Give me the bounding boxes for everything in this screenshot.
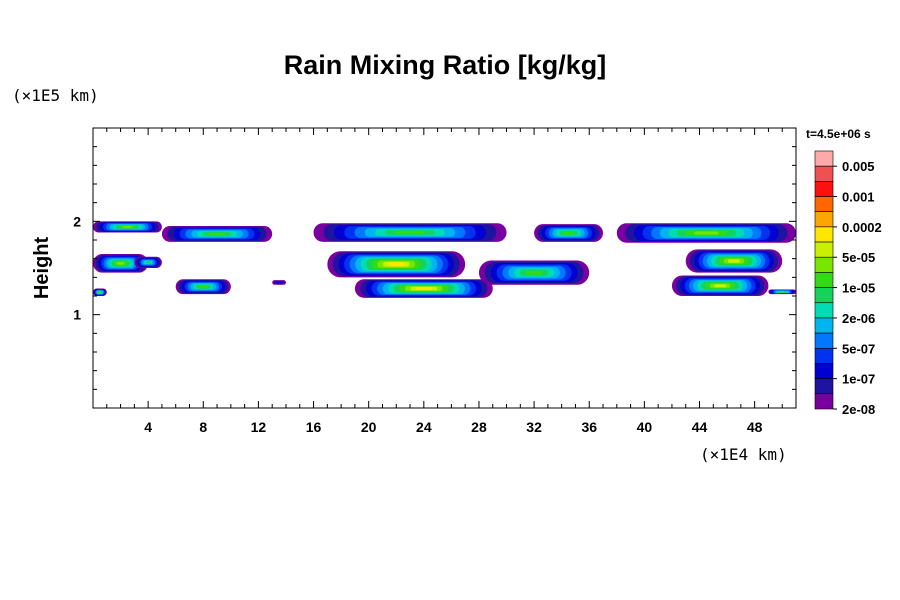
rain-contour	[728, 259, 740, 263]
colorbar-swatch	[814, 272, 834, 288]
y-axis-label: Height	[31, 237, 53, 300]
rain-contour	[780, 291, 785, 293]
colorbar-label: 5e-07	[842, 341, 875, 356]
x-tick-label: 16	[306, 419, 322, 435]
colorbar-swatch	[814, 165, 834, 182]
colorbar-label: 2e-08	[842, 402, 875, 417]
rain-contour	[276, 281, 282, 284]
colorbar-swatch	[814, 287, 834, 304]
rain-contour	[98, 291, 101, 293]
colorbar-label: 1e-05	[842, 281, 875, 296]
colorbar-label: 0.0002	[842, 220, 882, 235]
y-axis-exponent-label: (×1E5 km)	[12, 86, 99, 105]
x-tick-label: 8	[199, 419, 207, 435]
colorbar-label: 0.001	[842, 190, 875, 205]
y-axis-ticks: 12	[73, 146, 796, 390]
rain-contour	[694, 231, 719, 235]
rain-field	[93, 221, 796, 298]
colorbar-swatch	[814, 378, 834, 395]
x-tick-label: 40	[637, 419, 653, 435]
x-axis-ticks: 4 8 12 16 20 24 28 32 36 40 44 48	[106, 128, 783, 435]
colorbar-swatch	[814, 211, 834, 228]
y-tick-label: 2	[73, 213, 81, 229]
colorbar-swatch	[814, 363, 834, 379]
rain-contour	[388, 262, 405, 267]
rain-contour	[563, 231, 574, 235]
plot-frame	[92, 127, 797, 409]
x-tick-label: 4	[144, 419, 152, 435]
x-tick-label: 48	[747, 419, 763, 435]
colorbar-swatch	[814, 196, 834, 213]
colorbar-swatch	[814, 181, 834, 197]
x-tick-label: 36	[581, 419, 597, 435]
x-tick-label: 24	[416, 419, 432, 435]
rain-contour	[145, 261, 151, 264]
colorbar-swatch	[814, 150, 834, 167]
colorbar-swatch	[814, 317, 834, 334]
rain-contour	[199, 285, 208, 288]
colorbar-label: 1e-07	[842, 372, 875, 387]
colorbar-swatch	[814, 256, 834, 273]
rain-contour	[714, 284, 727, 288]
y-tick-label: 1	[73, 307, 81, 323]
chart-title: Rain Mixing Ratio [kg/kg]	[284, 50, 607, 80]
rain-contour	[122, 226, 133, 228]
rain-contour	[395, 231, 425, 234]
rain-contour	[208, 232, 226, 236]
colorbar-swatch	[814, 241, 834, 258]
colorbar-label: 0.005	[842, 159, 875, 174]
plot-area: 4 8 12 16 20 24 28 32 36 40 44 48 12	[73, 127, 797, 435]
colorbar-label: 2e-06	[842, 311, 875, 326]
time-label: t=4.5e+06 s	[806, 127, 871, 141]
colorbar-swatch	[814, 302, 834, 319]
colorbar-swatch	[814, 226, 834, 243]
rain-contour	[116, 261, 125, 265]
colorbar-swatch	[814, 393, 834, 410]
x-tick-label: 20	[361, 419, 377, 435]
x-tick-label: 44	[692, 419, 708, 435]
colorbar-swatch	[814, 332, 834, 349]
x-tick-label: 32	[526, 419, 542, 435]
colorbar-label: 5e-05	[842, 250, 875, 265]
x-axis-exponent-label: (×1E4 km)	[700, 445, 787, 464]
x-tick-label: 28	[471, 419, 487, 435]
rain-contour	[416, 287, 432, 290]
x-tick-label: 12	[251, 419, 267, 435]
colorbar-swatch	[814, 347, 834, 364]
rain-contour	[525, 270, 543, 275]
colorbar: 0.005 0.001 0.0002 5e-05 1e-05 2e-06 5e-07 1e-0…	[814, 150, 882, 417]
